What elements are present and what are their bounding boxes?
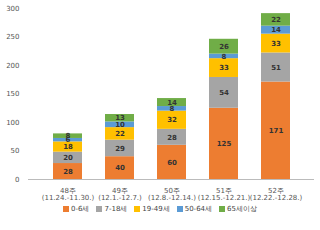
svg-text:125: 125 <box>217 140 232 148</box>
svg-text:26: 26 <box>219 43 229 51</box>
svg-text:14: 14 <box>271 26 281 34</box>
svg-text:0: 0 <box>15 176 19 184</box>
svg-text:49주(12.1.-12.7.): 49주(12.1.-12.7.) <box>98 187 142 202</box>
svg-text:22: 22 <box>115 130 125 138</box>
svg-text:8: 8 <box>169 105 175 114</box>
svg-text:33: 33 <box>271 40 281 48</box>
svg-text:300: 300 <box>6 5 19 13</box>
svg-text:48주(11.24.-11.30.): 48주(11.24.-11.30.) <box>42 187 95 202</box>
svg-text:8: 8 <box>222 53 227 61</box>
svg-text:51: 51 <box>271 64 281 72</box>
svg-text:40: 40 <box>115 164 125 172</box>
html-text:7-18세: 7-18세 <box>104 205 128 213</box>
svg-text:22: 22 <box>271 16 281 24</box>
svg-text:28: 28 <box>63 168 73 176</box>
svg-text:32: 32 <box>167 116 177 124</box>
svg-text:51주(12.15.-12.21.): 51주(12.15.-12.21.) <box>198 187 251 202</box>
svg-text:50: 50 <box>11 147 20 155</box>
svg-text:33: 33 <box>219 64 229 72</box>
html-text:19-49세: 19-49세 <box>142 205 170 213</box>
html-text:0-6세: 0-6세 <box>71 205 90 213</box>
svg-text:20: 20 <box>63 154 73 162</box>
svg-text:10: 10 <box>115 121 125 129</box>
svg-text:60: 60 <box>167 159 177 167</box>
svg-text:14: 14 <box>167 99 177 107</box>
svg-text:13: 13 <box>115 114 125 122</box>
svg-text:100: 100 <box>6 119 19 127</box>
svg-text:171: 171 <box>269 127 284 135</box>
svg-text:8: 8 <box>66 132 71 140</box>
svg-text:28: 28 <box>167 134 177 142</box>
svg-text:200: 200 <box>6 62 19 70</box>
svg-text:29: 29 <box>115 145 125 153</box>
html-text:65세이상: 65세이상 <box>227 205 257 213</box>
svg-text:150: 150 <box>6 90 19 98</box>
svg-text:250: 250 <box>6 33 19 41</box>
svg-text:54: 54 <box>219 89 229 97</box>
svg-text:52주(12.22.-12.28.): 52주(12.22.-12.28.) <box>250 187 303 202</box>
svg-text:18: 18 <box>63 143 73 151</box>
html-text:50-64세: 50-64세 <box>184 205 212 213</box>
svg-text:50주(12.8.-12.14.): 50주(12.8.-12.14.) <box>148 187 196 202</box>
